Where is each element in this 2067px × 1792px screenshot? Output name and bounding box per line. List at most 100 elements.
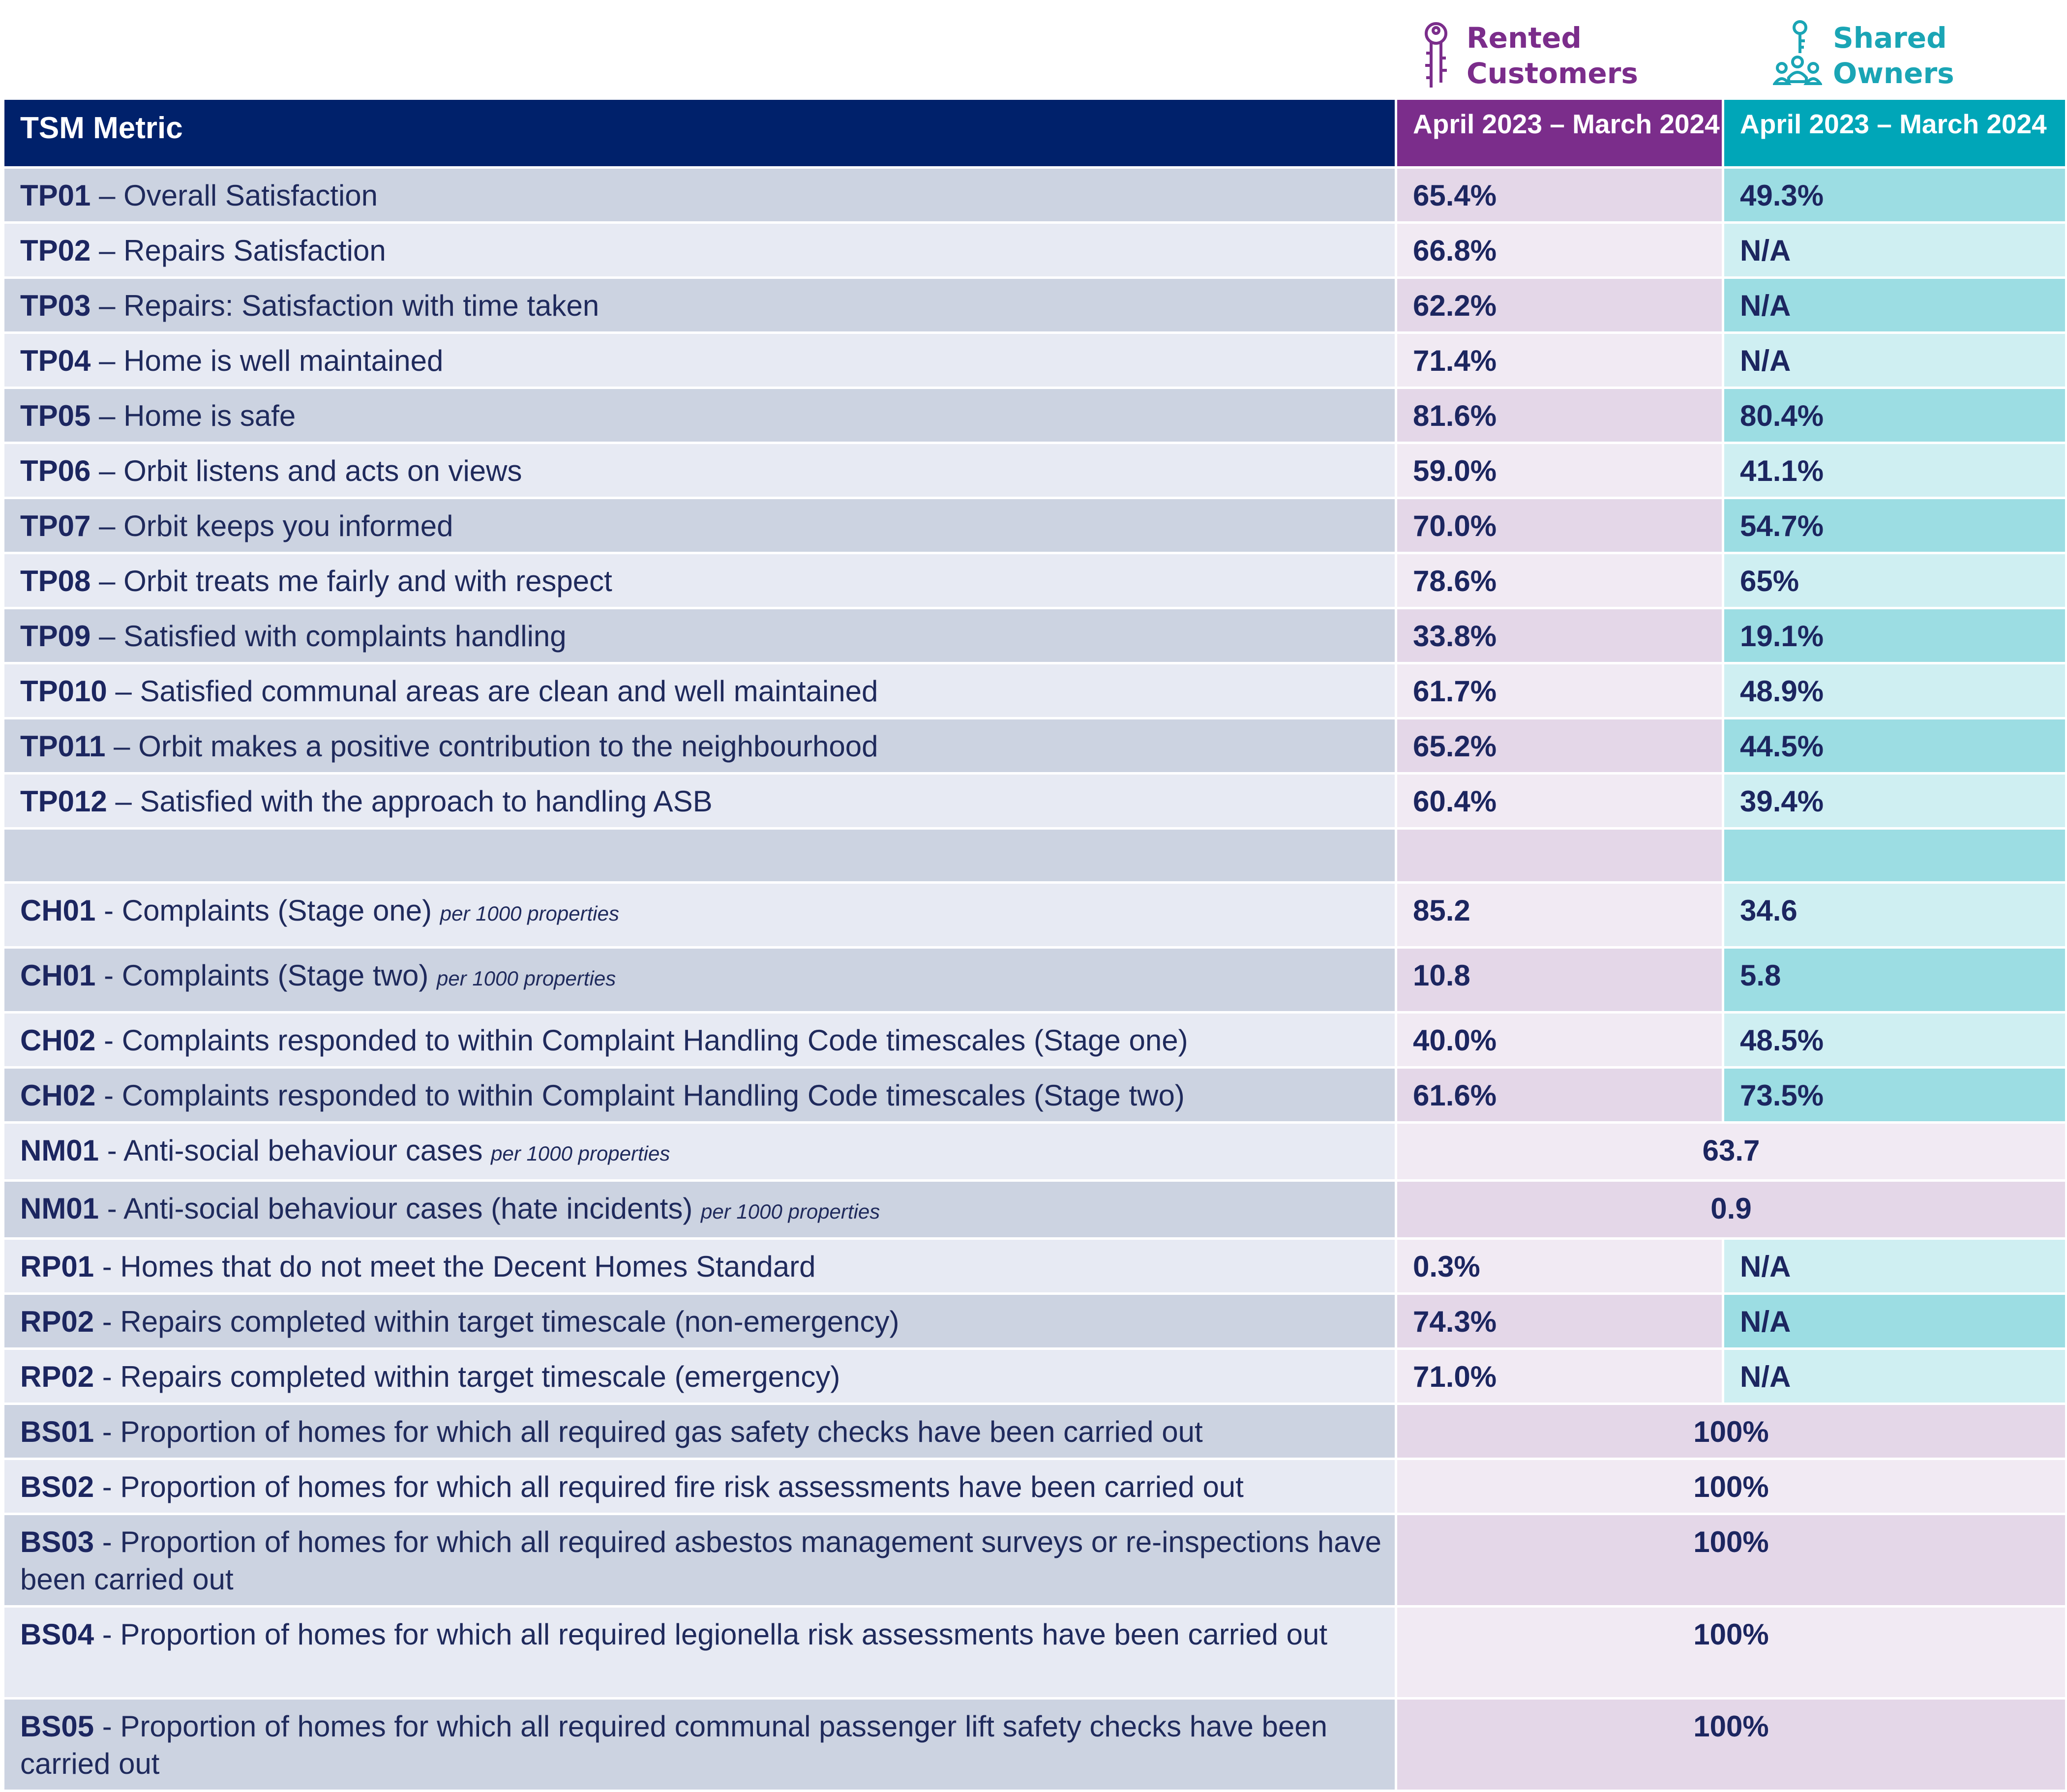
metric-description: Repairs completed within target timescal…: [120, 1360, 840, 1393]
combined-value: 0.9: [1395, 1179, 2067, 1240]
table-row: CH02 - Complaints responded to within Co…: [2, 1011, 2067, 1069]
metric-cell: TP010 – Satisfied communal areas are cle…: [2, 662, 1397, 719]
metric-description: Satisfied with complaints handling: [123, 620, 567, 653]
metric-description: Proportion of homes for which all requir…: [120, 1618, 1328, 1651]
metric-code: TP03: [20, 289, 91, 322]
table-row: TP09 – Satisfied with complaints handlin…: [2, 607, 2067, 664]
combined-value: 100%: [1395, 1513, 2067, 1608]
legend-shared-line1: Shared: [1833, 21, 1947, 55]
table-row: TP01 – Overall Satisfaction 65.4% 49.3%: [2, 166, 2067, 224]
rented-value: 71.0%: [1395, 1347, 1724, 1405]
metric-code: TP04: [20, 344, 91, 377]
table-row: NM01 - Anti-social behaviour cases (hate…: [2, 1179, 2067, 1240]
table-row: NM01 - Anti-social behaviour cases per 1…: [2, 1121, 2067, 1182]
tsm-metrics-table: TSM Metric April 2023 – March 2024 April…: [2, 97, 2067, 1792]
metric-cell: RP02 - Repairs completed within target t…: [2, 1347, 1397, 1405]
rented-value: 66.8%: [1395, 221, 1724, 279]
metric-note: per 1000 properties: [440, 902, 619, 925]
combined-value: 100%: [1395, 1605, 2067, 1700]
metric-cell: TP011 – Orbit makes a positive contribut…: [2, 717, 1397, 775]
metric-separator: –: [90, 344, 124, 377]
shared-value: N/A: [1722, 1347, 2067, 1405]
shared-value: [1722, 827, 2067, 884]
rented-value: 65.2%: [1395, 717, 1724, 775]
header-shared-period: April 2023 – March 2024: [1722, 97, 2067, 169]
metric-code: TP011: [20, 730, 106, 763]
keys-icon: [1416, 19, 1456, 92]
metric-separator: –: [105, 730, 139, 763]
metric-cell: TP08 – Orbit treats me fairly and with r…: [2, 552, 1397, 609]
rented-value: 61.6%: [1395, 1066, 1724, 1124]
metric-cell: TP02 – Repairs Satisfaction: [2, 221, 1397, 279]
metric-separator: –: [90, 509, 124, 542]
table-row: [2, 827, 2067, 884]
metric-code: TP07: [20, 509, 91, 542]
shared-value: N/A: [1722, 276, 2067, 334]
metric-cell: BS05 - Proportion of homes for which all…: [2, 1697, 1397, 1792]
metric-separator: -: [95, 959, 122, 992]
metric-separator: –: [107, 785, 140, 818]
metric-code: RP01: [20, 1250, 94, 1283]
table-row: BS02 - Proportion of homes for which all…: [2, 1458, 2067, 1515]
metric-cell: TP07 – Orbit keeps you informed: [2, 497, 1397, 554]
combined-value: 63.7: [1395, 1121, 2067, 1182]
shared-value: N/A: [1722, 331, 2067, 389]
metric-description: Orbit makes a positive contribution to t…: [138, 730, 878, 763]
shared-value: 44.5%: [1722, 717, 2067, 775]
metric-separator: –: [90, 620, 124, 653]
shared-value: 54.7%: [1722, 497, 2067, 554]
metric-description: Complaints responded to within Complaint…: [121, 1079, 1185, 1112]
table-header-row: TSM Metric April 2023 – March 2024 April…: [2, 97, 2067, 169]
rented-value: [1395, 827, 1724, 884]
metric-cell: CH02 - Complaints responded to within Co…: [2, 1066, 1397, 1124]
metric-code: BS05: [20, 1710, 94, 1743]
metric-separator: -: [95, 894, 122, 927]
metric-code: TP09: [20, 620, 91, 653]
metric-separator: –: [90, 179, 124, 212]
table-row: TP04 – Home is well maintained 71.4% N/A: [2, 331, 2067, 389]
metric-cell: BS03 - Proportion of homes for which all…: [2, 1513, 1397, 1608]
table-row: TP07 – Orbit keeps you informed 70.0% 54.7…: [2, 497, 2067, 554]
rented-value: 70.0%: [1395, 497, 1724, 554]
metric-cell: BS01 - Proportion of homes for which all…: [2, 1403, 1397, 1460]
combined-value: 100%: [1395, 1697, 2067, 1792]
table-row: TP06 – Orbit listens and acts on views 59…: [2, 442, 2067, 499]
metric-code: CH01: [20, 894, 96, 927]
table-body: TP01 – Overall Satisfaction 65.4% 49.3% TP0…: [2, 166, 2067, 1792]
metric-cell: TP04 – Home is well maintained: [2, 331, 1397, 389]
table-row: TP03 – Repairs: Satisfaction with time t…: [2, 276, 2067, 334]
rented-value: 71.4%: [1395, 331, 1724, 389]
table-row: TP02 – Repairs Satisfaction 66.8% N/A: [2, 221, 2067, 279]
metric-cell: RP01 - Homes that do not meet the Decent…: [2, 1237, 1397, 1295]
shared-value: 80.4%: [1722, 387, 2067, 444]
metric-cell: CH02 - Complaints responded to within Co…: [2, 1011, 1397, 1069]
metric-separator: -: [99, 1192, 124, 1225]
metric-code: TP05: [20, 399, 91, 432]
rented-value: 85.2: [1395, 881, 1724, 949]
metric-description: Satisfied with the approach to handling …: [140, 785, 713, 818]
metric-description: Anti-social behaviour cases (hate incide…: [123, 1192, 693, 1225]
shared-value: 39.4%: [1722, 772, 2067, 830]
rented-value: 74.3%: [1395, 1292, 1724, 1350]
metric-separator: -: [94, 1710, 120, 1743]
metric-code: BS03: [20, 1525, 94, 1558]
shared-value: N/A: [1722, 1292, 2067, 1350]
shared-value: 65%: [1722, 552, 2067, 609]
shared-value: 41.1%: [1722, 442, 2067, 499]
metric-description: Repairs Satisfaction: [123, 234, 386, 267]
metric-separator: –: [90, 454, 124, 487]
table-row: TP08 – Orbit treats me fairly and with r…: [2, 552, 2067, 609]
metric-cell: CH01 - Complaints (Stage one) per 1000 p…: [2, 881, 1397, 949]
metric-separator: -: [94, 1415, 120, 1448]
metric-cell: BS02 - Proportion of homes for which all…: [2, 1458, 1397, 1515]
rented-value: 40.0%: [1395, 1011, 1724, 1069]
metric-separator: –: [90, 399, 124, 432]
shared-value: N/A: [1722, 221, 2067, 279]
table-row: RP02 - Repairs completed within target t…: [2, 1347, 2067, 1405]
metric-description: Orbit listens and acts on views: [123, 454, 522, 487]
metric-separator: -: [95, 1079, 122, 1112]
metric-description: Proportion of homes for which all requir…: [120, 1415, 1203, 1448]
metric-description: Orbit keeps you informed: [123, 509, 453, 542]
metric-code: BS04: [20, 1618, 94, 1651]
metric-cell: BS04 - Proportion of homes for which all…: [2, 1605, 1397, 1700]
